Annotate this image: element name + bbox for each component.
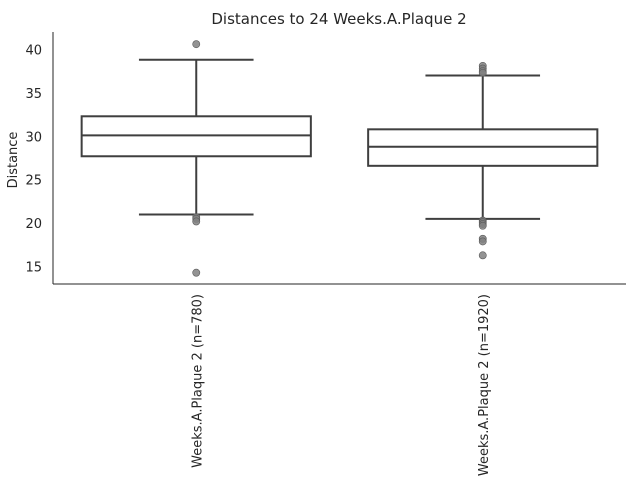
outlier-point xyxy=(192,217,201,226)
chart-title: Distances to 24 Weeks.A.Plaque 2 xyxy=(211,10,466,28)
axes xyxy=(52,32,626,285)
outlier-point xyxy=(478,237,487,246)
y-tick-label: 40 xyxy=(25,43,42,58)
x-tick-label: Weeks.A.Plaque 2 (n=780) xyxy=(190,294,205,468)
boxes xyxy=(80,40,599,277)
outlier-point xyxy=(192,268,201,277)
outlier-point xyxy=(192,40,201,49)
y-tick-label: 25 xyxy=(25,174,42,189)
x-axis-ticks: Weeks.A.Plaque 2 (n=780) Weeks.A.Plaque 2… xyxy=(190,294,492,476)
y-tick-label: 35 xyxy=(25,87,42,102)
outlier-point xyxy=(478,251,487,260)
y-axis-ticks: 15 20 25 30 35 40 xyxy=(25,43,42,275)
y-tick-label: 20 xyxy=(25,217,42,232)
outlier-point xyxy=(478,68,487,77)
y-axis-title: Distance xyxy=(6,132,21,189)
y-tick-label: 15 xyxy=(25,261,42,276)
y-tick-label: 30 xyxy=(25,130,42,145)
x-tick-label: Weeks.A.Plaque 2 (n=1920) xyxy=(477,294,492,476)
outlier-point xyxy=(478,221,487,230)
box-group xyxy=(80,40,312,277)
box-group xyxy=(367,61,599,260)
